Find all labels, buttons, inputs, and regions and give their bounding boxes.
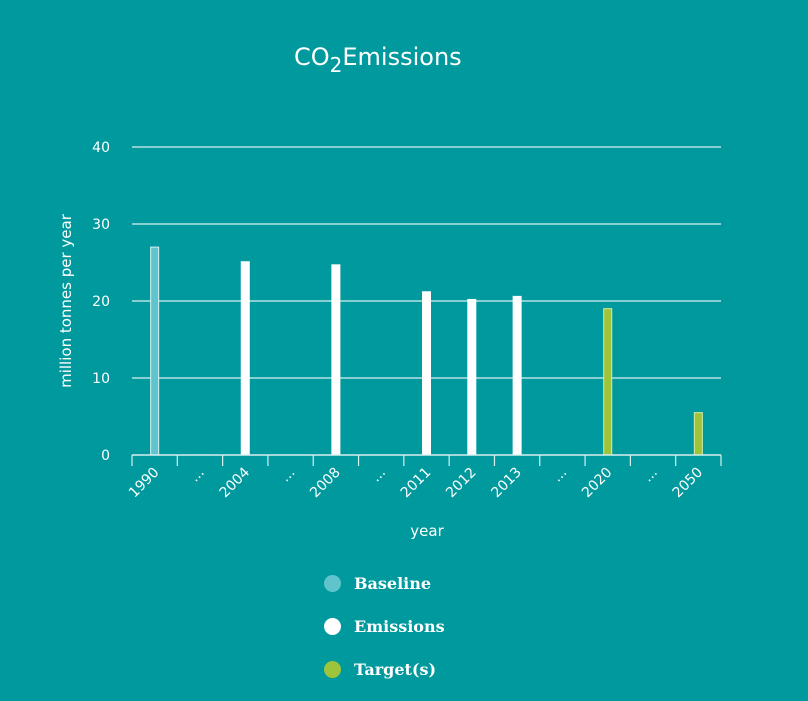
legend-swatch-targets [324,660,341,678]
legend-item-targets[interactable]: Target(s) [324,658,445,680]
legend-swatch-baseline [324,574,341,592]
x-tick-label: 2011 [398,465,435,502]
legend: Baseline Emissions Target(s) [324,572,445,701]
x-tick-label: ... [368,465,389,486]
x-tick-label: 2013 [488,465,525,502]
y-axis-ticks: 0 10 20 30 40 [92,140,110,464]
bar-1990 [150,246,160,456]
legend-item-emissions[interactable]: Emissions [324,615,445,637]
y-axis-label: million tonnes per year [57,213,75,388]
bar-2008 [331,264,341,456]
x-axis-label: year [410,522,444,540]
legend-item-baseline[interactable]: Baseline [324,572,445,594]
y-tick-label: 40 [92,140,110,156]
y-tick-label: 30 [92,217,110,233]
y-tick-label: 20 [92,294,110,310]
legend-label-targets: Target(s) [354,659,437,679]
x-tick-label: 2004 [217,464,254,501]
x-tick-label: ... [640,465,661,486]
bar-2020 [603,308,613,456]
chart-title: CO2Emissions [294,43,462,77]
chart-title-main: CO [294,43,330,71]
legend-swatch-emissions [324,617,341,635]
y-tick-label: 10 [92,371,110,387]
bar-2013 [512,295,522,456]
x-tick-label: ... [187,465,208,486]
x-axis: 1990... 2004... 2008... 2011 2012 2013... 2020… [126,454,722,502]
x-tick-label: 2020 [579,465,616,502]
chart-title-rest: Emissions [342,43,461,71]
bar-2050 [693,412,703,456]
x-tick-label: 2008 [307,465,344,502]
bar-2004 [240,261,250,456]
legend-label-baseline: Baseline [354,573,432,593]
bars [150,246,703,456]
legend-label-emissions: Emissions [354,616,445,636]
x-tick-label: 2012 [443,465,480,502]
co2-emissions-chart: CO2Emissions 0 10 20 30 40 1990... 2004... 200… [57,43,722,540]
bar-2011 [422,291,431,456]
x-tick-label: ... [278,465,299,486]
x-tick-label: 2050 [670,465,707,502]
chart-title-subscript: 2 [330,53,343,77]
y-tick-label: 0 [101,448,110,464]
bar-2012 [467,298,477,456]
x-tick-label: ... [549,465,570,486]
x-tick-label: 1990 [126,465,163,502]
